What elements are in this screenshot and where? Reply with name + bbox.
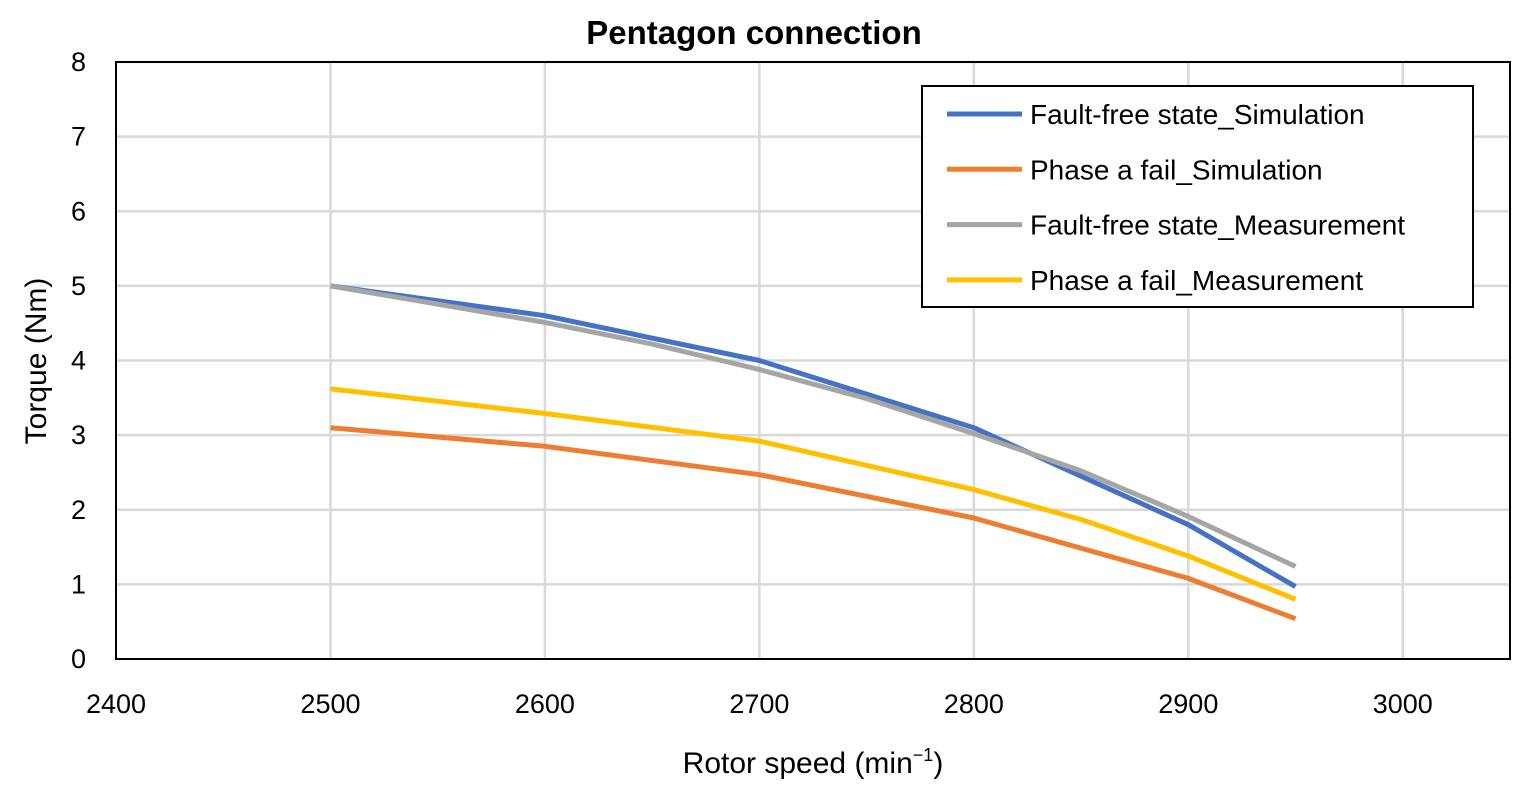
x-axis-title-close: ) (933, 747, 943, 780)
y-axis-ticks: 0 1 2 3 4 5 6 7 8 (71, 47, 86, 674)
y-tick-label: 5 (71, 271, 86, 301)
series-line-3 (330, 283, 1297, 569)
plot-area-border (115, 61, 1511, 660)
series-line-1 (330, 283, 1297, 589)
x-axis-title-superscript: −1 (913, 745, 934, 765)
y-tick-label: 4 (71, 346, 86, 376)
y-axis-title: Torque (Nm) (20, 278, 53, 445)
legend: Fault-free state_Simulation Phase a fail_… (921, 85, 1474, 308)
series-layer (330, 283, 1297, 622)
x-axis-title-text: Rotor speed (min (683, 747, 913, 780)
y-tick-label: 1 (71, 569, 86, 599)
series-line-4 (330, 386, 1297, 602)
x-tick-label: 2500 (300, 689, 360, 719)
x-tick-label: 3000 (1373, 689, 1433, 719)
legend-box (921, 85, 1474, 308)
x-tick-label: 2700 (729, 689, 789, 719)
x-axis-ticks: 2400 2500 2600 2700 2800 2900 3000 (86, 689, 1433, 719)
y-tick-label: 2 (71, 495, 86, 525)
legend-label: Phase a fail_Simulation (1030, 154, 1323, 185)
x-tick-label: 2800 (944, 689, 1004, 719)
legend-label: Phase a fail_Measurement (1030, 265, 1363, 296)
y-tick-label: 0 (71, 644, 86, 674)
legend-label: Fault-free state_Simulation (1030, 99, 1365, 130)
y-tick-label: 6 (71, 196, 86, 226)
x-tick-label: 2900 (1158, 689, 1218, 719)
y-tick-label: 3 (71, 420, 86, 450)
y-tick-label: 7 (71, 122, 86, 152)
legend-label: Fault-free state_Measurement (1030, 210, 1405, 241)
x-axis-title: Rotor speed (min−1) (683, 745, 944, 780)
legend-items: Fault-free state_Simulation Phase a fail_… (947, 99, 1405, 296)
chart-title: Pentagon connection (586, 14, 922, 51)
y-tick-label: 8 (71, 47, 86, 77)
x-tick-label: 2400 (86, 689, 146, 719)
x-tick-label: 2600 (515, 689, 575, 719)
series-line-2 (330, 425, 1297, 622)
